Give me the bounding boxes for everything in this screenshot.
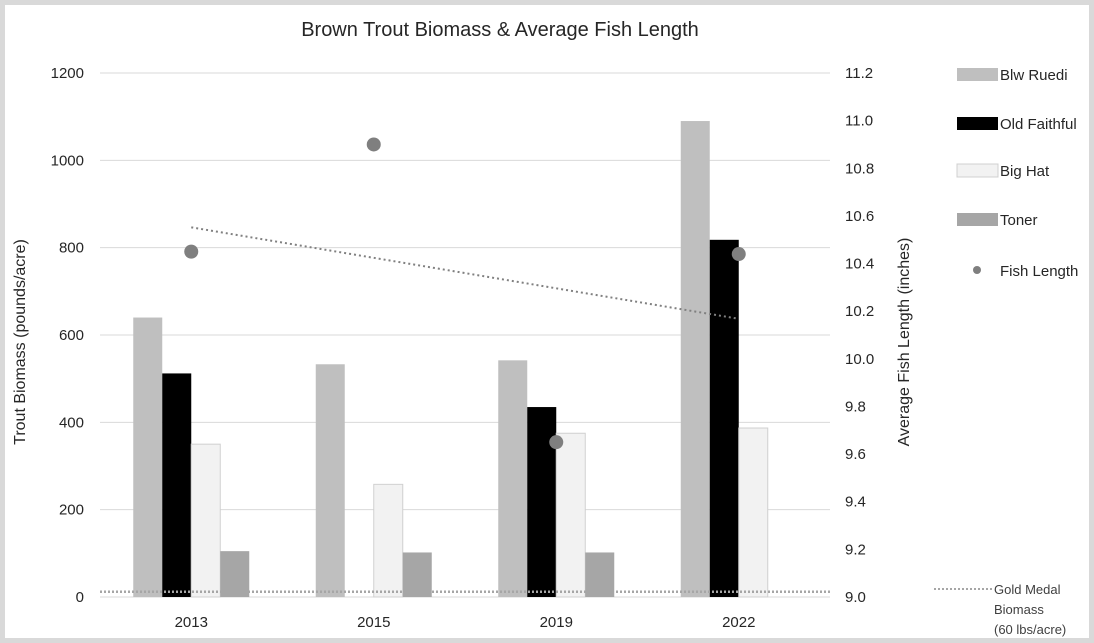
fish-length-points bbox=[184, 137, 746, 450]
right-tick-label: 10.0 bbox=[845, 351, 874, 368]
left-axis-tick-labels: 0 200 400 600 800 1000 1200 bbox=[51, 65, 84, 606]
left-tick-label: 1000 bbox=[51, 152, 84, 169]
x-tick-label: 2019 bbox=[540, 614, 573, 631]
bar-blw-ruedi bbox=[680, 121, 710, 598]
x-tick-label: 2015 bbox=[357, 614, 390, 631]
bar-blw-ruedi bbox=[315, 364, 345, 597]
legend-label: Toner bbox=[1000, 212, 1038, 229]
y-axis-title-left: Trout Biomass (pounds/acre) bbox=[12, 239, 29, 445]
bars bbox=[133, 121, 769, 598]
bar-toner bbox=[220, 551, 250, 597]
legend-label: Old Faithful bbox=[1000, 116, 1077, 133]
left-tick-label: 200 bbox=[59, 502, 84, 519]
chart-title: Brown Trout Biomass & Average Fish Lengt… bbox=[301, 19, 699, 41]
right-tick-label: 10.4 bbox=[845, 256, 874, 273]
right-tick-label: 9.6 bbox=[845, 446, 866, 463]
right-tick-label: 9.4 bbox=[845, 494, 866, 511]
fish-length-point bbox=[366, 137, 381, 152]
right-tick-label: 9.2 bbox=[845, 541, 866, 558]
x-tick-label: 2022 bbox=[722, 614, 755, 631]
legend-swatch bbox=[957, 117, 998, 130]
bar-blw-ruedi bbox=[133, 317, 163, 597]
x-axis-tick-labels: 2013 2015 2019 2022 bbox=[175, 614, 756, 631]
legend-swatch bbox=[956, 163, 999, 178]
right-tick-label: 10.2 bbox=[845, 303, 874, 320]
legend-label: Big Hat bbox=[1000, 163, 1050, 180]
right-tick-label: 10.6 bbox=[845, 208, 874, 225]
bar-blw-ruedi bbox=[498, 360, 528, 597]
legend-swatch bbox=[957, 68, 998, 81]
legend-label: (60 lbs/acre) bbox=[994, 622, 1066, 637]
right-tick-label: 11.2 bbox=[845, 65, 873, 82]
left-tick-label: 1200 bbox=[51, 65, 84, 82]
right-axis-tick-labels: 9.0 9.2 9.4 9.6 9.8 10.0 10.2 10.4 10.6 10.8 11.0 1… bbox=[845, 65, 874, 606]
trendline bbox=[191, 226, 739, 320]
bar-big-hat bbox=[373, 483, 404, 598]
legend: Blw Ruedi Old Faithful Big Hat Toner Fish Le… bbox=[934, 67, 1078, 637]
bar-big-hat bbox=[738, 427, 769, 598]
left-tick-label: 400 bbox=[59, 414, 84, 431]
chart-svg: Brown Trout Biomass & Average Fish Lengt… bbox=[12, 19, 1078, 637]
bar-old-faithful bbox=[527, 407, 557, 597]
bar-old-faithful bbox=[162, 373, 192, 597]
legend-label: Blw Ruedi bbox=[1000, 67, 1068, 84]
x-tick-label: 2013 bbox=[175, 614, 208, 631]
fish-length-trendline bbox=[191, 226, 739, 320]
left-tick-label: 600 bbox=[59, 327, 84, 344]
right-tick-label: 10.8 bbox=[845, 160, 874, 177]
legend-swatch bbox=[957, 213, 998, 226]
fish-length-point bbox=[184, 244, 199, 259]
y-axis-title-right: Average Fish Length (inches) bbox=[896, 238, 913, 447]
right-tick-label: 9.0 bbox=[845, 589, 866, 606]
bar-big-hat bbox=[190, 443, 221, 598]
legend-label: Gold Medal bbox=[994, 582, 1061, 597]
chart-frame: Brown Trout Biomass & Average Fish Lengt… bbox=[5, 5, 1089, 638]
fish-length-point bbox=[549, 435, 564, 450]
bar-old-faithful bbox=[709, 239, 739, 597]
gridlines bbox=[100, 72, 830, 598]
left-tick-label: 800 bbox=[59, 240, 84, 257]
bar-big-hat bbox=[555, 432, 586, 598]
legend-label: Biomass bbox=[994, 602, 1044, 617]
right-tick-label: 9.8 bbox=[845, 398, 866, 415]
right-tick-label: 11.0 bbox=[845, 113, 873, 130]
bar-toner bbox=[402, 552, 432, 597]
legend-label: Fish Length bbox=[1000, 263, 1078, 280]
left-tick-label: 0 bbox=[76, 589, 84, 606]
bar-toner bbox=[585, 552, 615, 597]
legend-swatch bbox=[973, 266, 981, 274]
fish-length-point bbox=[731, 247, 746, 262]
